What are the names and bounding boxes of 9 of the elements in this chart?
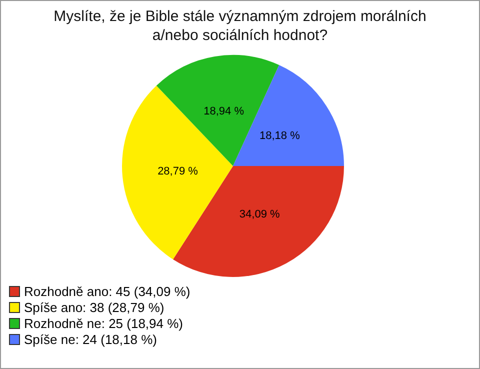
data-label: 28,79 %	[158, 165, 198, 178]
legend-label: Spíše ano: 38 (28,79 %)	[24, 300, 164, 314]
legend-label: Spíše ne: 24 (18,18 %)	[24, 332, 157, 346]
data-label: 34,09 %	[239, 208, 280, 221]
chart-title: Myslíte, že je Bible stále významným zdrojem morálních a/nebo sociálních hodnot?	[52, 7, 428, 45]
data-label: 18,18 %	[260, 130, 300, 142]
legend-label: Rozhodně ano: 45 (34,09 %)	[24, 284, 190, 298]
legend-label: Rozhodně ne: 25 (18,94 %)	[24, 316, 183, 330]
data-label: 18,94 %	[204, 105, 244, 118]
